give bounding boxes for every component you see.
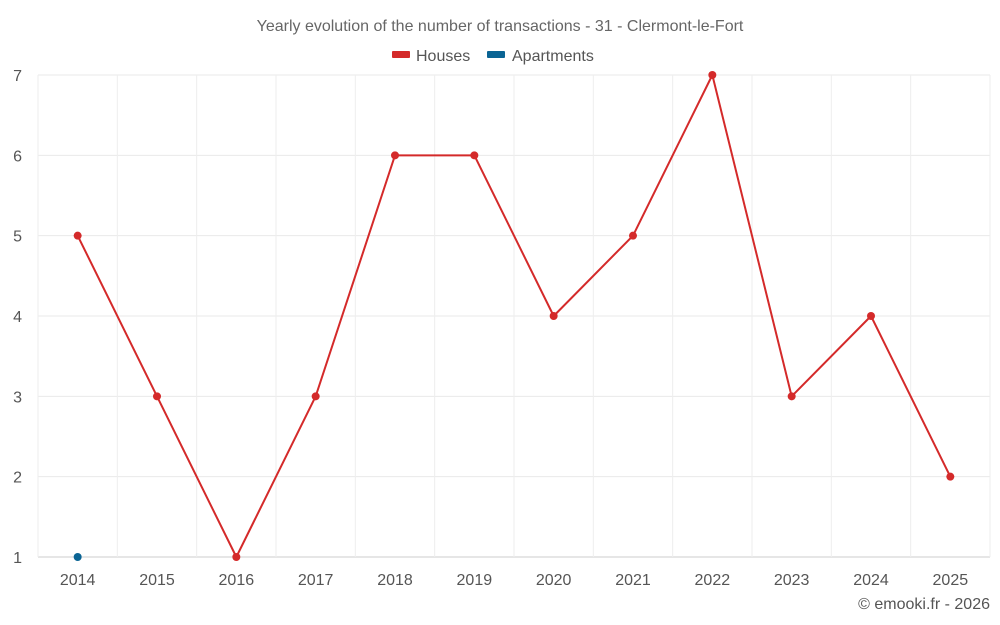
data-point-houses[interactable] <box>470 151 479 160</box>
data-point-houses[interactable] <box>549 312 558 320</box>
x-tick-label: 2015 <box>139 572 175 589</box>
x-tick-label: 2022 <box>695 572 731 589</box>
data-point-houses[interactable] <box>311 392 320 401</box>
y-tick-label: 5 <box>13 229 22 246</box>
x-tick-label: 2018 <box>377 572 413 589</box>
chart-title: Yearly evolution of the number of transa… <box>257 18 744 35</box>
data-point-houses[interactable] <box>946 472 955 481</box>
data-point-houses[interactable] <box>232 553 241 561</box>
y-tick-label: 4 <box>13 309 22 326</box>
series-line-houses <box>76 74 952 558</box>
y-tick-label: 1 <box>13 550 22 567</box>
legend: Houses Apartments <box>392 48 594 65</box>
x-tick-label: 2025 <box>933 572 969 589</box>
x-tick-label: 2024 <box>853 572 889 589</box>
axis-layer: 1 2 3 4 5 6 7 2014 2015 2016 2017 2018 2019 2020 2021 2… <box>13 68 968 589</box>
legend-item-houses[interactable]: Houses <box>392 48 470 65</box>
x-tick-label: 2023 <box>774 572 810 589</box>
y-tick-label: 7 <box>13 68 22 85</box>
y-tick-label: 2 <box>13 470 22 487</box>
x-tick-label: 2016 <box>219 572 255 589</box>
x-tick-label: 2020 <box>536 572 572 589</box>
data-point-houses[interactable] <box>153 392 161 401</box>
data-point-houses[interactable] <box>867 312 875 320</box>
y-tick-label: 3 <box>13 389 22 406</box>
x-tick-label: 2017 <box>298 572 334 589</box>
legend-swatch-houses <box>392 51 410 58</box>
grid-layer <box>37 74 991 558</box>
credit-text: © emooki.fr - 2026 <box>858 596 990 613</box>
legend-label-apartments: Apartments <box>512 48 594 65</box>
data-point-houses[interactable] <box>787 392 796 401</box>
data-point-apartments[interactable] <box>73 553 82 561</box>
data-point-houses[interactable] <box>708 71 717 79</box>
legend-swatch-apartments <box>487 51 505 58</box>
data-point-houses[interactable] <box>391 151 399 160</box>
data-point-houses[interactable] <box>73 231 82 240</box>
y-tick-label: 6 <box>13 148 22 165</box>
series-layer <box>73 71 955 561</box>
x-tick-label: 2019 <box>457 572 493 589</box>
legend-label-houses: Houses <box>416 48 470 65</box>
x-tick-label: 2014 <box>60 572 96 589</box>
x-tick-label: 2021 <box>615 572 651 589</box>
data-point-houses[interactable] <box>629 231 637 240</box>
legend-item-apartments[interactable]: Apartments <box>487 48 594 65</box>
